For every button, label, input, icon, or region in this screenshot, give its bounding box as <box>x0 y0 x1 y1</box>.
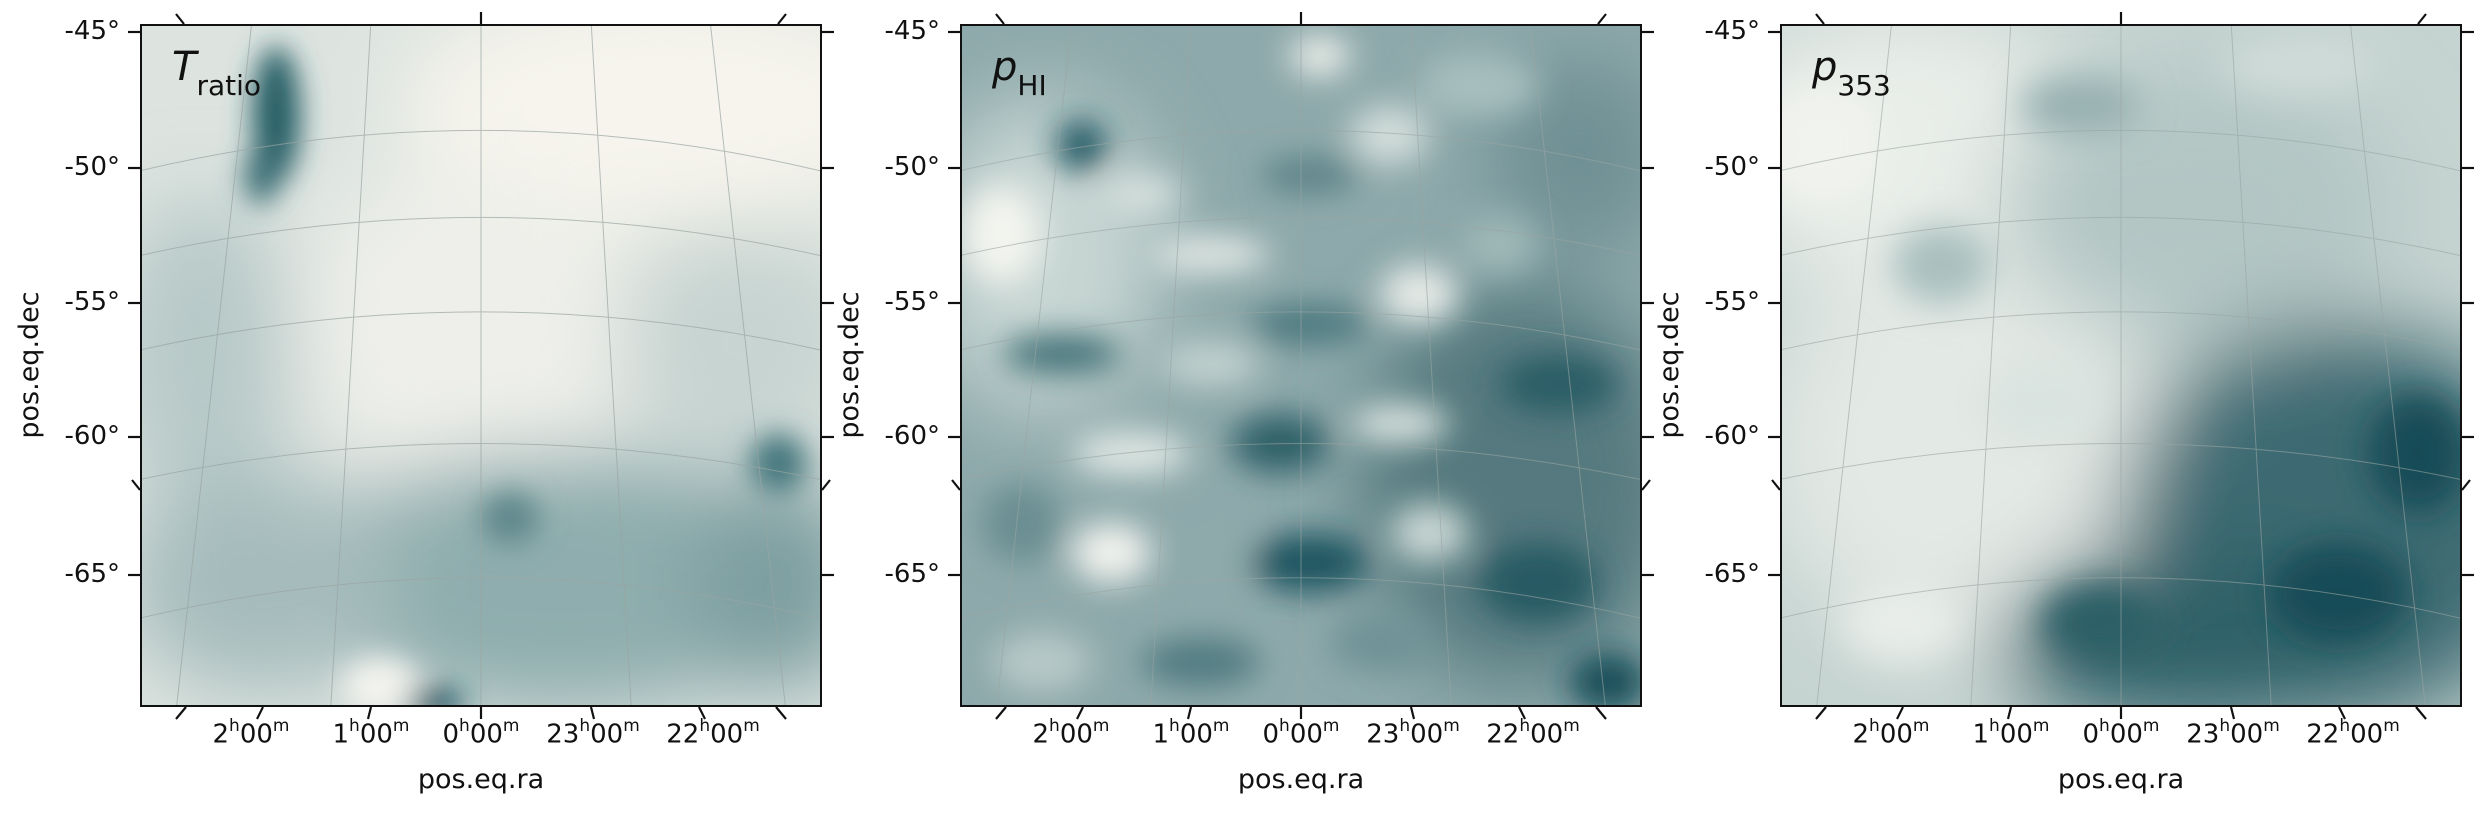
ra-tick-label: 0h00m <box>2082 716 2160 750</box>
dec-tick-label: -45° <box>884 16 940 46</box>
dec-tick-label: -55° <box>64 287 120 317</box>
dec-tick-label: -65° <box>1704 559 1760 589</box>
ra-tick-label: 1h00m <box>1972 716 2050 750</box>
dec-tick-label: -45° <box>1704 16 1760 46</box>
dec-tick-label: -65° <box>884 559 940 589</box>
coordinate-grid <box>1782 26 2460 705</box>
map-frame <box>1780 24 2462 707</box>
dec-tick-label: -50° <box>884 152 940 182</box>
y-axis-label: pos.eq.dec <box>834 291 865 439</box>
map-frame <box>960 24 1642 707</box>
ra-tick-label: 22h00m <box>1486 716 1580 750</box>
ra-tick-label: 0h00m <box>442 716 520 750</box>
y-axis-label: pos.eq.dec <box>1654 291 1685 439</box>
dec-tick-label: -45° <box>64 16 120 46</box>
dec-tick-label: -60° <box>1704 421 1760 451</box>
map-panel-p-353: -45° -50° -55° -60° -65° 2h00m 1h00m 0h0… <box>1640 0 2474 817</box>
ra-tick-label: 1h00m <box>1152 716 1230 750</box>
heatmap-p-353 <box>1782 26 2460 705</box>
ra-tick-label: 0h00m <box>1262 716 1340 750</box>
dec-tick-label: -55° <box>884 287 940 317</box>
map-frame <box>140 24 822 707</box>
ra-tick-label: 23h00m <box>1366 716 1460 750</box>
ra-tick-label: 2h00m <box>1852 716 1930 750</box>
heatmap-p-hi <box>962 26 1640 705</box>
ra-tick-label: 2h00m <box>1032 716 1110 750</box>
ra-tick-label: 2h00m <box>212 716 290 750</box>
y-axis-label: pos.eq.dec <box>14 291 45 439</box>
dec-tick-label: -50° <box>1704 152 1760 182</box>
ra-tick-label: 22h00m <box>2306 716 2400 750</box>
heatmap-t-ratio <box>142 26 820 705</box>
coordinate-grid <box>142 26 820 705</box>
map-panel-p-hi: -45° -50° -55° -60° -65° 2h00m 1h00m 0h0… <box>820 0 1654 817</box>
dec-tick-label: -55° <box>1704 287 1760 317</box>
dec-tick-label: -60° <box>884 421 940 451</box>
dec-tick-label: -65° <box>64 559 120 589</box>
x-axis-label: pos.eq.ra <box>1237 764 1365 795</box>
panel-label: p353 <box>1812 44 1891 102</box>
ra-tick-label: 1h00m <box>332 716 410 750</box>
dec-tick-label: -50° <box>64 152 120 182</box>
x-axis-label: pos.eq.ra <box>2057 764 2185 795</box>
panel-label: pHI <box>992 44 1047 102</box>
x-axis-label: pos.eq.ra <box>417 764 545 795</box>
dec-tick-label: -60° <box>64 421 120 451</box>
map-panel-t-ratio: -45° -50° -55° -60° -65° 2h00m 1h00m 0h0… <box>0 0 834 817</box>
ra-tick-label: 23h00m <box>2186 716 2280 750</box>
ra-tick-label: 23h00m <box>546 716 640 750</box>
panel-label: Tratio <box>172 44 261 102</box>
ra-tick-label: 22h00m <box>666 716 760 750</box>
coordinate-grid <box>962 26 1640 705</box>
